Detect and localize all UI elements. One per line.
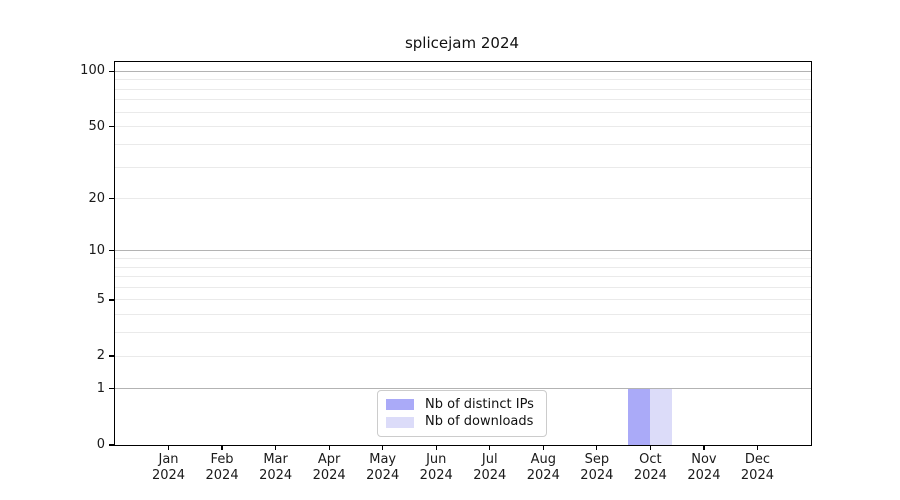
x-label-month: Mar	[263, 452, 288, 467]
minor-gridline-80	[115, 88, 811, 90]
x-tick-sep-2024	[596, 445, 598, 450]
x-tick-label-may-2024: May 2024	[351, 452, 415, 484]
y-tick-100	[109, 70, 114, 72]
x-tick-label-oct-2024: Oct 2024	[618, 452, 682, 484]
x-tick-apr-2024	[328, 445, 330, 450]
bar-nb-of-downloads-oct-2024	[650, 388, 673, 445]
y-tick-5	[109, 299, 114, 301]
legend-label-distinct-ips: Nb of distinct IPs	[425, 396, 534, 412]
y-tick-label-10: 10	[88, 242, 105, 258]
x-tick-jun-2024	[435, 445, 437, 450]
chart-title: splicejam 2024	[404, 34, 520, 52]
x-label-year: 2024	[312, 468, 346, 483]
x-label-month: Nov	[691, 452, 717, 467]
x-label-year: 2024	[526, 468, 560, 483]
legend-label-downloads: Nb of downloads	[425, 414, 534, 430]
x-tick-label-apr-2024: Apr 2024	[297, 452, 361, 484]
minor-gridline-6	[115, 286, 811, 288]
minor-gridline-60	[115, 111, 811, 113]
minor-gridline-4	[115, 314, 811, 316]
x-label-month: Apr	[317, 452, 341, 467]
minor-gridline-40	[115, 143, 811, 145]
x-label-year: 2024	[473, 468, 507, 483]
x-label-year: 2024	[366, 468, 400, 483]
y-tick-0	[109, 444, 114, 446]
x-tick-label-feb-2024: Feb 2024	[190, 452, 254, 484]
minor-gridline-9	[115, 258, 811, 260]
y-tick-label-100: 100	[80, 63, 105, 79]
legend-entry-distinct-ips: Nb of distinct IPs	[386, 397, 538, 413]
x-label-month: Jun	[426, 452, 447, 467]
major-gridline-100	[115, 70, 811, 72]
x-tick-label-aug-2024: Aug 2024	[511, 452, 575, 484]
x-label-year: 2024	[151, 468, 186, 483]
x-label-year: 2024	[419, 468, 453, 483]
legend-swatch-distinct-ips	[386, 399, 414, 411]
x-label-year: 2024	[687, 468, 721, 483]
x-label-month: Feb	[210, 452, 234, 467]
x-tick-label-jun-2024: Jun 2024	[404, 452, 468, 484]
x-label-year: 2024	[633, 468, 667, 483]
minor-gridline-30	[115, 166, 811, 168]
x-tick-label-nov-2024: Nov 2024	[672, 452, 736, 484]
x-tick-may-2024	[382, 445, 384, 450]
minor-gridline-20	[115, 198, 811, 200]
legend: Nb of distinct IPs Nb of downloads	[377, 390, 547, 437]
y-tick-1	[109, 388, 114, 390]
x-tick-aug-2024	[542, 445, 544, 450]
x-tick-label-jan-2024: Jan 2024	[137, 452, 201, 484]
minor-gridline-2	[115, 355, 811, 357]
x-label-year: 2024	[580, 468, 614, 483]
y-tick-label-5: 5	[96, 291, 105, 307]
minor-gridline-3	[115, 332, 811, 334]
x-tick-mar-2024	[275, 445, 277, 450]
y-tick-10	[109, 250, 114, 252]
x-label-month: Sep	[584, 452, 610, 467]
x-tick-label-dec-2024: Dec 2024	[725, 452, 789, 484]
x-label-month: Aug	[530, 452, 556, 467]
x-label-month: Jul	[481, 452, 498, 467]
y-tick-label-0: 0	[96, 437, 105, 452]
y-tick-label-1: 1	[96, 380, 105, 396]
y-tick-label-20: 20	[88, 190, 105, 206]
minor-gridline-70	[115, 99, 811, 101]
x-tick-label-mar-2024: Mar 2024	[244, 452, 308, 484]
x-label-month: Jan	[158, 452, 179, 467]
y-tick-label-50: 50	[88, 118, 105, 134]
minor-gridline-90	[115, 79, 811, 81]
minor-gridline-2	[115, 355, 811, 357]
x-tick-jul-2024	[489, 445, 491, 450]
x-label-year: 2024	[259, 468, 293, 483]
minor-gridline-5	[115, 299, 811, 301]
y-tick-2	[109, 355, 114, 357]
major-gridline-10	[115, 250, 811, 252]
x-tick-oct-2024	[649, 445, 651, 450]
x-tick-dec-2024	[756, 445, 759, 450]
minor-gridline-8	[115, 266, 811, 268]
x-tick-jan-2024	[167, 445, 170, 450]
y-tick-20	[109, 197, 114, 200]
x-tick-nov-2024	[703, 445, 705, 450]
legend-entry-downloads: Nb of downloads	[386, 414, 538, 430]
x-tick-label-sep-2024: Sep 2024	[565, 452, 629, 484]
x-tick-feb-2024	[221, 445, 223, 450]
minor-gridline-7	[115, 276, 811, 278]
plot-area: 0 1 2 5 10 20 50 100 Jan 2024 Feb 2024 Mar 2024 Apr 202…	[80, 61, 812, 483]
x-tick-label-jul-2024: Jul 2024	[458, 452, 522, 484]
legend-swatch-downloads	[386, 416, 414, 428]
x-label-year: 2024	[740, 468, 774, 483]
x-label-month: Oct	[639, 452, 662, 467]
x-label-month: Dec	[744, 452, 771, 467]
minor-gridline-50	[115, 126, 811, 128]
minor-gridline-20	[115, 198, 811, 200]
x-label-month: May	[369, 452, 397, 467]
x-label-year: 2024	[205, 468, 239, 483]
bar-nb-of-distinct-ips-oct-2024	[628, 388, 651, 445]
y-tick-50	[109, 126, 114, 128]
y-tick-label-2: 2	[96, 348, 105, 364]
